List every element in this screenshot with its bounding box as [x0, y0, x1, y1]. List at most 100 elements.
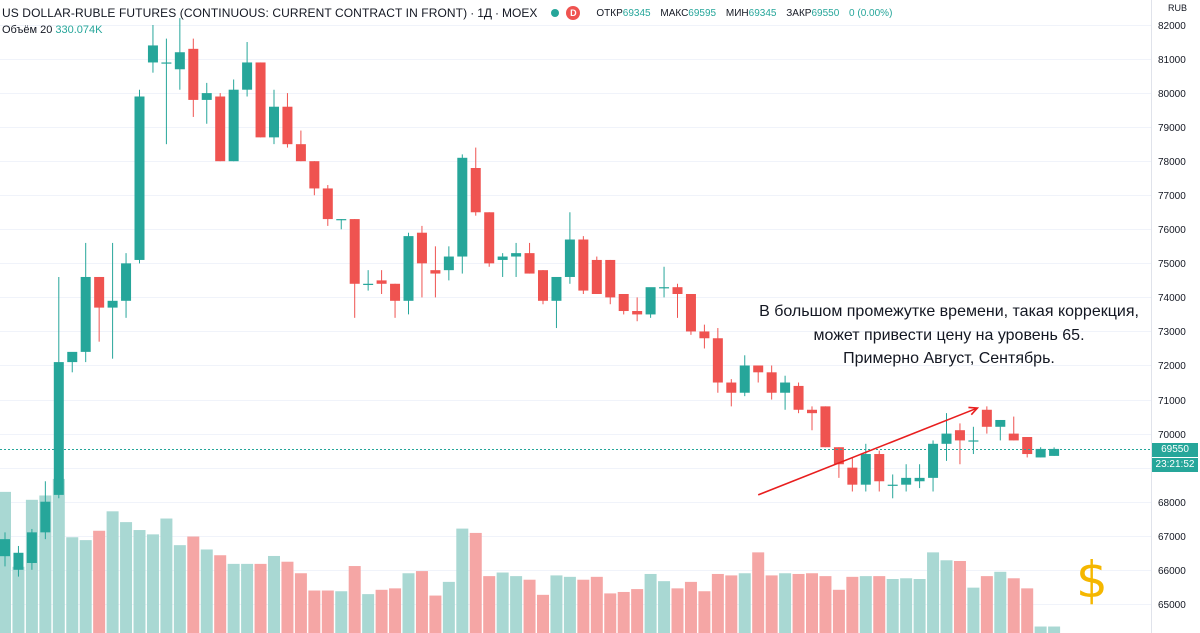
candle[interactable] — [363, 270, 374, 291]
candle[interactable] — [484, 212, 495, 267]
candle[interactable] — [981, 406, 992, 434]
candle[interactable] — [632, 297, 643, 322]
candle[interactable] — [591, 256, 602, 294]
candle[interactable] — [295, 130, 306, 162]
candle[interactable] — [753, 365, 764, 383]
candle[interactable] — [174, 18, 185, 90]
candle[interactable] — [995, 419, 1006, 441]
candle[interactable] — [457, 154, 468, 274]
candle[interactable] — [914, 464, 925, 489]
candle-body — [860, 454, 871, 485]
candle[interactable] — [282, 93, 293, 148]
interval-label[interactable]: 1Д — [477, 6, 493, 20]
candle[interactable] — [578, 236, 589, 294]
candle-body — [712, 338, 723, 383]
candle[interactable] — [497, 253, 508, 277]
candle[interactable] — [430, 246, 441, 298]
candle[interactable] — [443, 246, 454, 281]
volume-legend[interactable]: Объём 20 330.074K — [2, 24, 102, 36]
candle[interactable] — [524, 242, 535, 274]
candle[interactable] — [1035, 447, 1046, 458]
candle[interactable] — [121, 253, 132, 318]
candle[interactable] — [538, 270, 548, 305]
candle[interactable] — [793, 382, 804, 414]
candle[interactable] — [618, 293, 629, 315]
candle[interactable] — [67, 351, 78, 373]
candle[interactable] — [416, 225, 427, 298]
candle[interactable] — [80, 242, 91, 363]
candle[interactable] — [26, 528, 37, 570]
candle[interactable] — [1049, 447, 1060, 456]
candle[interactable] — [874, 450, 885, 492]
candle[interactable] — [820, 406, 831, 448]
low-label: МИН — [725, 7, 749, 19]
candle[interactable] — [215, 93, 226, 162]
volume-bar — [12, 566, 25, 633]
candle[interactable] — [322, 185, 333, 226]
candle[interactable] — [188, 38, 199, 117]
candle[interactable] — [390, 283, 401, 318]
y-tick-label: 65000 — [1158, 600, 1186, 611]
candle[interactable] — [134, 89, 145, 264]
volume-bar — [335, 591, 348, 633]
candle[interactable] — [349, 219, 360, 318]
symbol-title[interactable]: US DOLLAR-RUBLE FUTURES (CONTINUOUS: CUR… — [2, 6, 468, 20]
candle-body — [53, 362, 64, 495]
candle[interactable] — [726, 379, 737, 407]
candle[interactable] — [376, 270, 387, 294]
candle-body — [147, 45, 158, 63]
candle[interactable] — [201, 82, 212, 124]
candle[interactable] — [780, 375, 791, 410]
candle[interactable] — [928, 440, 939, 492]
candle[interactable] — [161, 38, 172, 145]
candle-body — [564, 239, 575, 277]
annotation-text[interactable]: В большом промежутке времени, такая корр… — [740, 300, 1158, 371]
candle[interactable] — [147, 25, 158, 73]
trend-line[interactable] — [757, 407, 978, 496]
candle[interactable] — [53, 276, 64, 499]
candle[interactable] — [954, 423, 965, 465]
candle[interactable] — [255, 62, 266, 138]
candle[interactable] — [13, 545, 24, 577]
candle[interactable] — [807, 406, 817, 431]
price-axis[interactable]: 82000 81000 80000 79000 78000 77000 76000 75000… — [1158, 21, 1186, 611]
candle[interactable] — [847, 457, 858, 492]
candle[interactable] — [766, 365, 777, 400]
candle-body — [484, 212, 495, 264]
volume-bar — [187, 536, 200, 633]
candle-body — [645, 287, 656, 315]
candle[interactable] — [309, 161, 320, 196]
candle-body — [511, 253, 522, 257]
candle[interactable] — [228, 79, 239, 162]
candle[interactable] — [336, 219, 347, 230]
candle[interactable] — [242, 42, 253, 97]
candle[interactable] — [511, 242, 522, 277]
candle[interactable] — [269, 89, 279, 145]
candle[interactable] — [901, 464, 912, 492]
candle[interactable] — [699, 324, 710, 349]
candle[interactable] — [470, 147, 481, 216]
candle[interactable] — [645, 287, 656, 318]
candle-body — [134, 96, 145, 260]
candle[interactable] — [403, 232, 414, 315]
candle[interactable] — [94, 276, 105, 342]
candle[interactable] — [564, 212, 575, 284]
candle[interactable] — [887, 474, 898, 499]
candle[interactable] — [40, 481, 51, 540]
candle[interactable] — [605, 259, 616, 305]
candle[interactable] — [0, 532, 10, 567]
candle-body — [470, 168, 481, 213]
candle-body — [847, 467, 858, 485]
candle-body — [107, 300, 118, 308]
volume-bar — [362, 594, 375, 633]
candle[interactable] — [739, 355, 750, 397]
candle[interactable] — [659, 266, 670, 298]
candle[interactable] — [1008, 416, 1019, 441]
candle[interactable] — [685, 293, 696, 335]
candle[interactable] — [712, 328, 723, 393]
candle[interactable] — [1022, 437, 1033, 458]
candle[interactable] — [551, 276, 562, 329]
candle[interactable] — [672, 283, 683, 318]
candle[interactable] — [107, 242, 118, 359]
